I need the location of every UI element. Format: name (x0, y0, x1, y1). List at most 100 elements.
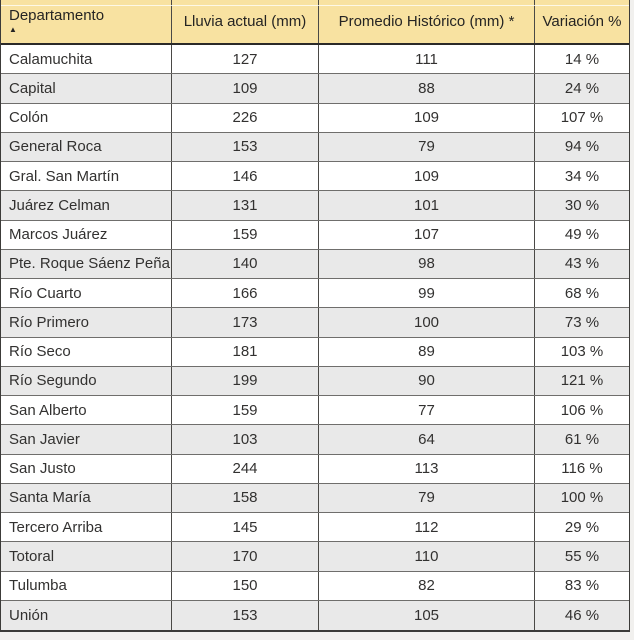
table-row[interactable]: Calamuchita 127 111 14 % (1, 45, 629, 75)
table-cell-departamento: Santa María (9, 489, 91, 507)
column-header-label: Lluvia actual (mm) (183, 13, 307, 30)
table-cell-variacion: 106 % (534, 396, 629, 425)
table-cell-variacion: 103 % (534, 337, 629, 366)
table-cell-lluvia-actual: 131 (171, 191, 318, 220)
table-row[interactable]: Santa María 158 79 100 % (1, 483, 629, 513)
table-row[interactable]: Capital 109 88 24 % (1, 74, 629, 104)
table-cell-variacion: 24 % (534, 74, 629, 103)
table-cell-departamento: Río Segundo (9, 372, 97, 390)
table-cell-departamento: Tulumba (9, 577, 67, 595)
table-cell-promedio-historico: 99 (318, 279, 534, 308)
table-row[interactable]: Gral. San Martín 146 109 34 % (1, 162, 629, 192)
table-cell-variacion: 34 % (534, 162, 629, 191)
table-cell-lluvia-actual: 140 (171, 249, 318, 278)
table-row[interactable]: Río Seco 181 89 103 % (1, 337, 629, 367)
table-cell-departamento: Totoral (9, 547, 55, 565)
column-header-departamento[interactable]: Departamento ▲ (1, 0, 171, 43)
table-cell-lluvia-actual: 146 (171, 162, 318, 191)
table-cell-lluvia-actual: 159 (171, 396, 318, 425)
table-cell-departamento: Capital (9, 79, 56, 97)
table-cell-departamento: San Alberto (9, 401, 87, 419)
table-cell-departamento: Marcos Juárez (9, 226, 108, 244)
table-row[interactable]: Colón 226 109 107 % (1, 103, 629, 133)
column-header-label: Departamento (9, 7, 105, 24)
table-row[interactable]: Tercero Arriba 145 112 29 % (1, 513, 629, 543)
table-row[interactable]: Río Cuarto 166 99 68 % (1, 279, 629, 309)
table-cell-promedio-historico: 79 (318, 483, 534, 512)
table-row[interactable]: San Justo 244 113 116 % (1, 454, 629, 484)
table-body: Calamuchita 127 111 14 % Capital 109 88 … (1, 45, 629, 630)
table-cell-variacion: 116 % (534, 454, 629, 483)
table-cell-variacion: 68 % (534, 279, 629, 308)
table-cell-lluvia-actual: 199 (171, 366, 318, 395)
column-header-lluvia-actual[interactable]: Lluvia actual (mm) (171, 0, 318, 43)
table-cell-promedio-historico: 109 (318, 162, 534, 191)
table-cell-variacion: 61 % (534, 425, 629, 454)
table-cell-lluvia-actual: 103 (171, 425, 318, 454)
table-row[interactable]: Unión 153 105 46 % (1, 600, 629, 630)
table-cell-promedio-historico: 111 (318, 45, 534, 74)
table-cell-promedio-historico: 90 (318, 366, 534, 395)
table-cell-variacion: 83 % (534, 571, 629, 600)
table-cell-departamento: Tercero Arriba (9, 518, 103, 536)
table-row[interactable]: Marcos Juárez 159 107 49 % (1, 220, 629, 250)
table-cell-variacion: 100 % (534, 483, 629, 512)
table-cell-lluvia-actual: 153 (171, 132, 318, 161)
table-row[interactable]: San Javier 103 64 61 % (1, 425, 629, 455)
table-header-row: Departamento ▲ Lluvia actual (mm) Promed… (1, 0, 629, 45)
table-cell-lluvia-actual: 153 (171, 600, 318, 630)
table-cell-promedio-historico: 109 (318, 103, 534, 132)
table-cell-lluvia-actual: 145 (171, 513, 318, 542)
table-cell-variacion: 107 % (534, 103, 629, 132)
table-cell-departamento: Calamuchita (9, 50, 93, 68)
table-cell-departamento: San Justo (9, 460, 76, 478)
table-row[interactable]: Pte. Roque Sáenz Peña 140 98 43 % (1, 249, 629, 279)
table-cell-promedio-historico: 88 (318, 74, 534, 103)
table-cell-promedio-historico: 98 (318, 249, 534, 278)
table-cell-lluvia-actual: 150 (171, 571, 318, 600)
table-cell-lluvia-actual: 226 (171, 103, 318, 132)
table-row[interactable]: Totoral 170 110 55 % (1, 542, 629, 572)
table-cell-promedio-historico: 64 (318, 425, 534, 454)
table-cell-variacion: 29 % (534, 513, 629, 542)
table-cell-promedio-historico: 100 (318, 308, 534, 337)
table-cell-departamento: Río Primero (9, 313, 90, 331)
column-header-promedio-historico[interactable]: Promedio Histórico (mm) * (318, 0, 534, 43)
column-header-variacion[interactable]: Variación % (534, 0, 629, 43)
table-cell-lluvia-actual: 170 (171, 542, 318, 571)
table-cell-variacion: 49 % (534, 220, 629, 249)
table-cell-lluvia-actual: 159 (171, 220, 318, 249)
table-cell-lluvia-actual: 173 (171, 308, 318, 337)
table-row[interactable]: General Roca 153 79 94 % (1, 132, 629, 162)
table-cell-departamento: Pte. Roque Sáenz Peña (9, 255, 170, 273)
table-cell-promedio-historico: 79 (318, 132, 534, 161)
table-row[interactable]: Tulumba 150 82 83 % (1, 571, 629, 601)
table-cell-promedio-historico: 105 (318, 600, 534, 630)
table-row[interactable]: San Alberto 159 77 106 % (1, 396, 629, 426)
table-cell-variacion: 46 % (534, 600, 629, 630)
table-cell-lluvia-actual: 127 (171, 45, 318, 74)
table-cell-departamento: Juárez Celman (9, 196, 110, 214)
table-cell-departamento: Unión (9, 606, 49, 624)
table-cell-variacion: 55 % (534, 542, 629, 571)
table-cell-lluvia-actual: 158 (171, 483, 318, 512)
table-cell-variacion: 30 % (534, 191, 629, 220)
table-cell-lluvia-actual: 109 (171, 74, 318, 103)
table-cell-promedio-historico: 112 (318, 513, 534, 542)
table-cell-promedio-historico: 110 (318, 542, 534, 571)
table-cell-departamento: Colón (9, 109, 49, 127)
table-cell-variacion: 73 % (534, 308, 629, 337)
table-cell-departamento: General Roca (9, 138, 102, 156)
table-cell-departamento: Río Seco (9, 343, 71, 361)
table-cell-lluvia-actual: 244 (171, 454, 318, 483)
table-cell-departamento: Río Cuarto (9, 284, 82, 302)
table-cell-lluvia-actual: 166 (171, 279, 318, 308)
table-cell-variacion: 14 % (534, 45, 629, 74)
table-cell-variacion: 43 % (534, 249, 629, 278)
sort-ascending-icon: ▲ (9, 25, 17, 34)
table-row[interactable]: Juárez Celman 131 101 30 % (1, 191, 629, 221)
table-row[interactable]: Río Primero 173 100 73 % (1, 308, 629, 338)
table-cell-departamento: San Javier (9, 430, 80, 448)
table-cell-promedio-historico: 101 (318, 191, 534, 220)
table-row[interactable]: Río Segundo 199 90 121 % (1, 366, 629, 396)
